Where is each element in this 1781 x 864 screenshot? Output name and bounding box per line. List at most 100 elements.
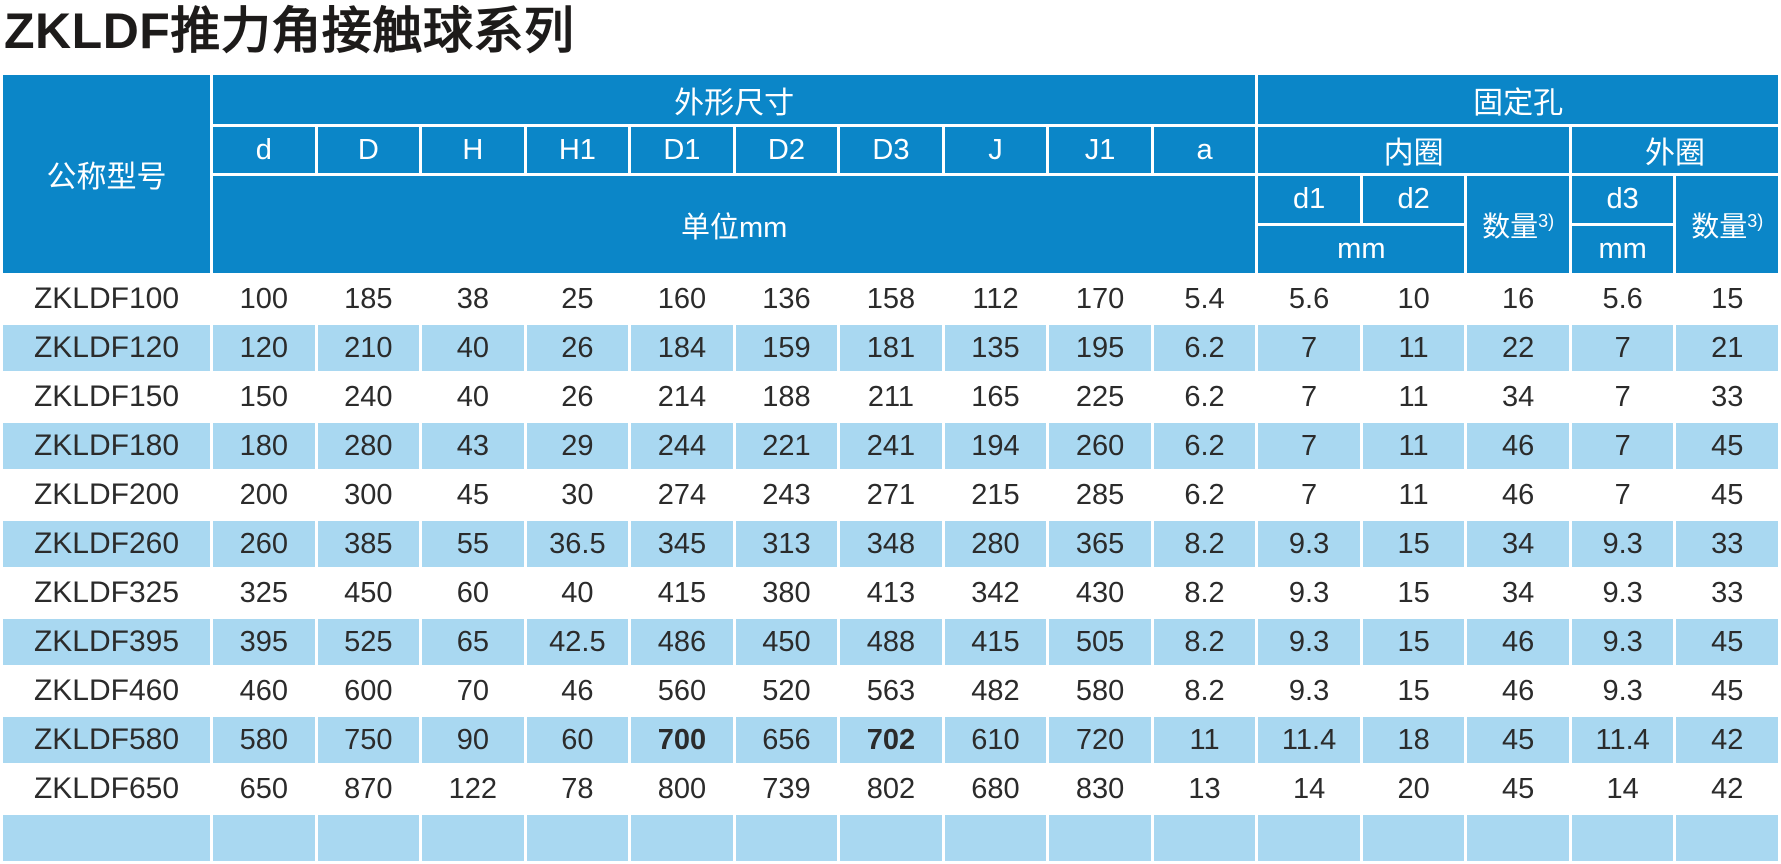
- value-cell: 46: [1464, 616, 1572, 668]
- value-cell: 563: [837, 665, 945, 717]
- value-cell: 21: [1673, 322, 1781, 374]
- value-cell: 9.3: [1255, 665, 1363, 717]
- model-cell: ZKLDF120: [0, 322, 213, 374]
- value-cell: 802: [837, 763, 945, 815]
- value-cell: 700: [628, 714, 736, 766]
- value-cell: 211: [837, 371, 945, 423]
- value-cell: 42: [1673, 714, 1781, 766]
- value-cell: 482: [941, 665, 1050, 717]
- value-cell: 181: [837, 322, 945, 374]
- value-cell: 430: [1046, 567, 1154, 619]
- page-title: ZKLDF推力角接触球系列: [4, 3, 575, 59]
- header-col-d1: d1: [1255, 173, 1363, 226]
- header-outer-ring: 外圈: [1568, 124, 1781, 176]
- value-cell: 7: [1568, 420, 1677, 472]
- value-cell: 610: [941, 714, 1050, 766]
- value-cell: 15: [1359, 567, 1468, 619]
- header-unit-mm: 单位mm: [209, 173, 1259, 276]
- value-cell: 200: [210, 469, 318, 521]
- value-cell: 7: [1255, 469, 1363, 521]
- value-cell: 580: [210, 714, 318, 766]
- value-cell: 45: [1673, 469, 1781, 521]
- value-cell: [1359, 812, 1468, 864]
- table-row: ZKLDF100 100 185 38 25 160 136 158 112 170 5.4 5.6 1…: [0, 273, 1781, 325]
- value-cell: 702: [837, 714, 945, 766]
- value-cell: 43: [419, 420, 527, 472]
- value-cell: [314, 812, 423, 864]
- value-cell: 7: [1568, 371, 1677, 423]
- header-col-d2: d2: [1359, 173, 1468, 226]
- header-inner-ring: 内圈: [1255, 124, 1572, 176]
- value-cell: 184: [628, 322, 736, 374]
- value-cell: 280: [941, 518, 1050, 570]
- value-cell: 60: [523, 714, 632, 766]
- value-cell: 42: [1673, 763, 1781, 815]
- value-cell: 415: [941, 616, 1050, 668]
- model-cell: ZKLDF580: [0, 714, 213, 766]
- value-cell: [1150, 812, 1259, 864]
- value-cell: [1255, 812, 1363, 864]
- value-cell: 170: [1046, 273, 1154, 325]
- value-cell: 45: [1464, 763, 1572, 815]
- value-cell: 16: [1464, 273, 1572, 325]
- header-col-D2: D2: [732, 124, 841, 176]
- model-cell: ZKLDF200: [0, 469, 213, 521]
- value-cell: 65: [419, 616, 527, 668]
- value-cell: 243: [732, 469, 841, 521]
- value-cell: 525: [314, 616, 423, 668]
- value-cell: [1568, 812, 1677, 864]
- value-cell: 36.5: [523, 518, 632, 570]
- value-cell: [419, 812, 527, 864]
- value-cell: 750: [314, 714, 423, 766]
- value-cell: 45: [1673, 420, 1781, 472]
- value-cell: 9.3: [1255, 567, 1363, 619]
- model-cell: ZKLDF260: [0, 518, 213, 570]
- value-cell: 46: [1464, 469, 1572, 521]
- value-cell: [837, 812, 945, 864]
- value-cell: 34: [1464, 371, 1572, 423]
- value-cell: 7: [1255, 371, 1363, 423]
- value-cell: 46: [523, 665, 632, 717]
- value-cell: 46: [1464, 420, 1572, 472]
- value-cell: 210: [314, 322, 423, 374]
- value-cell: 215: [941, 469, 1050, 521]
- value-cell: [210, 812, 318, 864]
- value-cell: [1673, 812, 1781, 864]
- qty-footnote-marker: 3): [1538, 210, 1555, 231]
- value-cell: 15: [1673, 273, 1781, 325]
- value-cell: 9.3: [1568, 567, 1677, 619]
- value-cell: 260: [1046, 420, 1154, 472]
- value-cell: 8.2: [1150, 518, 1259, 570]
- value-cell: 33: [1673, 371, 1781, 423]
- value-cell: 460: [210, 665, 318, 717]
- value-cell: 7: [1255, 420, 1363, 472]
- value-cell: 380: [732, 567, 841, 619]
- header-mm-outer: mm: [1568, 223, 1677, 276]
- value-cell: 45: [1464, 714, 1572, 766]
- header-row-dims: d D H H1 D1 D2 D3 J J1 a 内圈 外圈: [2, 124, 1781, 176]
- value-cell: 580: [1046, 665, 1154, 717]
- value-cell: 45: [1673, 665, 1781, 717]
- value-cell: 415: [628, 567, 736, 619]
- value-cell: 180: [210, 420, 318, 472]
- table-row: ZKLDF650 650 870 122 78 800 739 802 680 830 13 14 20…: [0, 763, 1781, 815]
- header-col-J1: J1: [1046, 124, 1154, 176]
- header-col-D1: D1: [628, 124, 736, 176]
- header-col-d3: d3: [1568, 173, 1677, 226]
- header-col-H: H: [419, 124, 527, 176]
- table-row-partial: [0, 812, 1781, 864]
- value-cell: 244: [628, 420, 736, 472]
- value-cell: 33: [1673, 518, 1781, 570]
- qty-footnote-marker: 3): [1747, 210, 1764, 231]
- value-cell: 11: [1359, 420, 1468, 472]
- header-col-D: D: [314, 124, 423, 176]
- value-cell: 100: [210, 273, 318, 325]
- value-cell: 6.2: [1150, 420, 1259, 472]
- value-cell: [1046, 812, 1154, 864]
- value-cell: [523, 812, 632, 864]
- table-row: ZKLDF180 180 280 43 29 244 221 241 194 260 6.2 7 11 4…: [0, 420, 1781, 472]
- value-cell: 160: [628, 273, 736, 325]
- value-cell: 280: [314, 420, 423, 472]
- value-cell: 9.3: [1568, 616, 1677, 668]
- value-cell: 158: [837, 273, 945, 325]
